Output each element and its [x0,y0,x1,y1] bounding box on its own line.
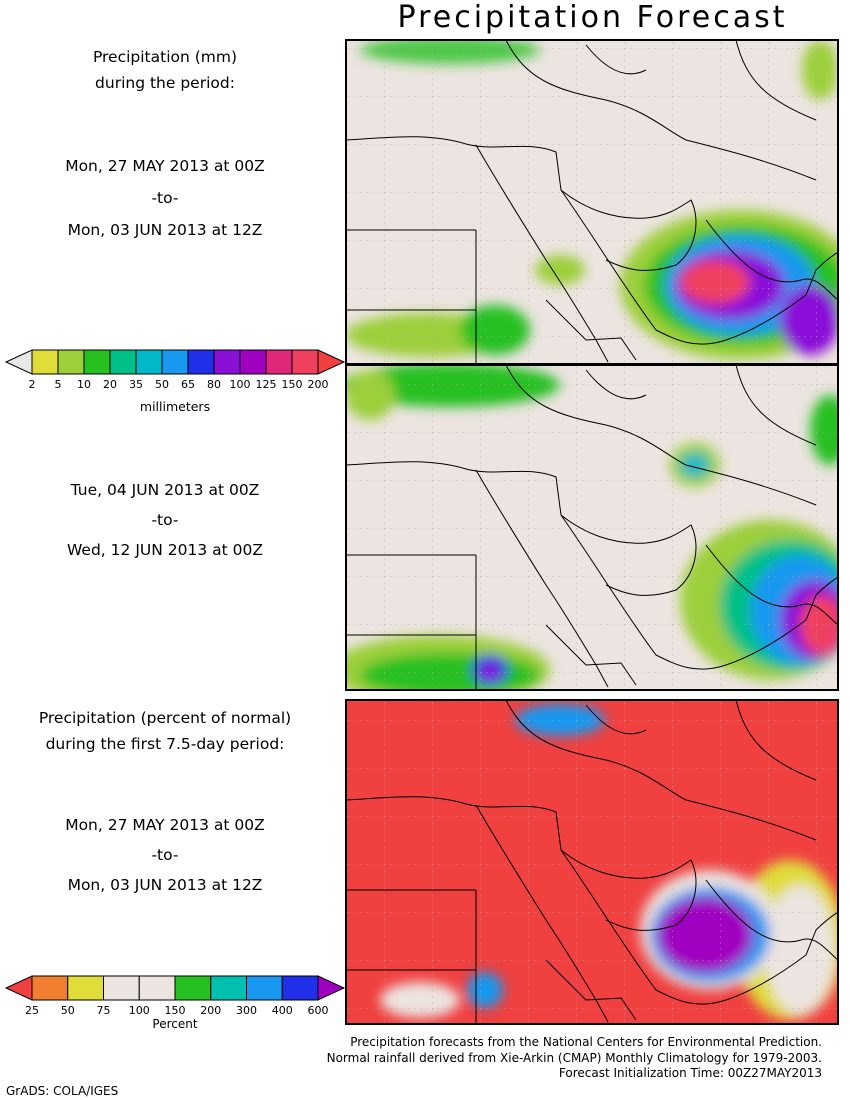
percent-colorbar-ticks: 25 50 75 100 150 200 300 400 600 [0,1004,850,1020]
percent-colorbar-tick-label: 100 [128,1004,150,1017]
panel1-heading: Precipitation (mm) during the period: [0,44,330,96]
precip-colorbar-tick-label: 35 [129,378,143,391]
percent-colorbar-swatch [281,975,319,1001]
precip-colorbar-tick-label: 80 [207,378,221,391]
panel3-heading-line1: Precipitation (percent of normal) [38,709,292,727]
footer-line1: Precipitation forecasts from the Nationa… [350,1035,822,1049]
percent-colorbar-arrow-high [317,975,346,1001]
precip-colorbar-swatch [83,349,111,375]
panel2-start: Tue, 04 JUN 2013 at 00Z [70,481,260,499]
precip-colorbar-tick-label: 125 [255,378,277,391]
precip-colorbar-arrow-high [317,349,346,375]
panel1-end: Mon, 03 JUN 2013 at 12Z [67,221,263,239]
precip-colorbar-ticks: 2 5 10 20 35 50 65 80 100 125 150 200 [0,378,850,394]
percent-colorbar-tick-label: 300 [236,1004,257,1017]
percent-colorbar-swatch [31,975,69,1001]
footer-notes: Precipitation forecasts from the Nationa… [327,1035,822,1082]
precip-colorbar-swatch [31,349,59,375]
precip-colorbar-arrow-low [4,349,33,375]
percent-colorbar-tick-label: 400 [271,1004,293,1017]
percent-colorbar-tick-label: 25 [25,1004,39,1017]
panel1-start: Mon, 27 MAY 2013 at 00Z [65,157,265,175]
precip-colorbar-swatch [57,349,85,375]
panel1-heading-line2: during the period: [95,74,235,92]
percent-colorbar-tick-label: 200 [200,1004,222,1017]
credit: GrADS: COLA/IGES [6,1084,119,1098]
percent-colorbar-swatch [138,975,176,1001]
panel3-start: Mon, 27 MAY 2013 at 00Z [65,816,265,834]
precip-colorbar-swatch [109,349,137,375]
precip-colorbar [4,349,346,375]
panel2-end: Wed, 12 JUN 2013 at 00Z [67,541,263,559]
precip-colorbar-tick-label: 200 [307,378,329,391]
percent-colorbar-swatch [210,975,247,1001]
percent-colorbar-swatch [103,975,140,1001]
precip-colorbar-tick-label: 100 [229,378,251,391]
precip-colorbar-unit: millimeters [139,399,211,414]
panel2-period: Tue, 04 JUN 2013 at 00Z -to- Wed, 12 JUN… [0,475,330,565]
panel1-to: -to- [151,189,179,207]
precip-colorbar-swatch [187,349,215,375]
footer-line2: Normal rainfall derived from Xie-Arkin (… [326,1050,822,1065]
footer-line3: Forecast Initialization Time: 00Z27MAY20… [558,1066,822,1080]
page-title: Precipitation Forecast [397,0,788,35]
precip-colorbar-swatch [291,349,319,375]
precip-colorbar-tick-label: 20 [103,378,117,391]
precip-colorbar-swatch [239,349,267,375]
precip-colorbar-swatch [213,349,241,375]
panel1-heading-line1: Precipitation (mm) [92,48,238,66]
precip-colorbar-tick-label: 5 [54,378,62,391]
percent-colorbar-swatch [246,975,283,1001]
precip-colorbar-swatch [161,349,189,375]
panel1-period: Mon, 27 MAY 2013 at 00Z -to- Mon, 03 JUN… [0,150,330,246]
percent-colorbar-tick-label: 50 [60,1004,75,1017]
map-panel-precip-week1 [345,39,839,365]
precip-colorbar-swatch [265,349,293,375]
precip-colorbar-tick-label: 10 [77,378,91,391]
percent-colorbar-swatch [174,975,212,1001]
map-panel-precip-week2 [345,364,839,691]
percent-colorbar-tick-label: 75 [96,1004,111,1017]
precip-colorbar-tick-label: 50 [155,378,169,391]
panel3-period: Mon, 27 MAY 2013 at 00Z -to- Mon, 03 JUN… [0,810,330,900]
panel3-end: Mon, 03 JUN 2013 at 12Z [67,876,263,894]
panel2-to: -to- [151,511,179,529]
percent-colorbar-swatch [67,975,104,1001]
percent-colorbar-arrow-low [4,975,33,1001]
percent-colorbar-tick-label: 600 [307,1004,329,1017]
panel3-heading: Precipitation (percent of normal) during… [0,705,330,757]
percent-colorbar [4,975,346,1001]
panel3-heading-line2: during the first 7.5-day period: [45,735,285,753]
precip-colorbar-tick-label: 150 [281,378,303,391]
percent-colorbar-tick-label: 150 [164,1004,186,1017]
precip-colorbar-tick-label: 2 [28,378,36,391]
percent-colorbar-unit: Percent [152,1017,198,1031]
precip-colorbar-swatch [135,349,163,375]
map-panel-percent-normal [345,699,839,1025]
precip-colorbar-tick-label: 65 [181,378,195,391]
panel3-to: -to- [151,846,179,864]
